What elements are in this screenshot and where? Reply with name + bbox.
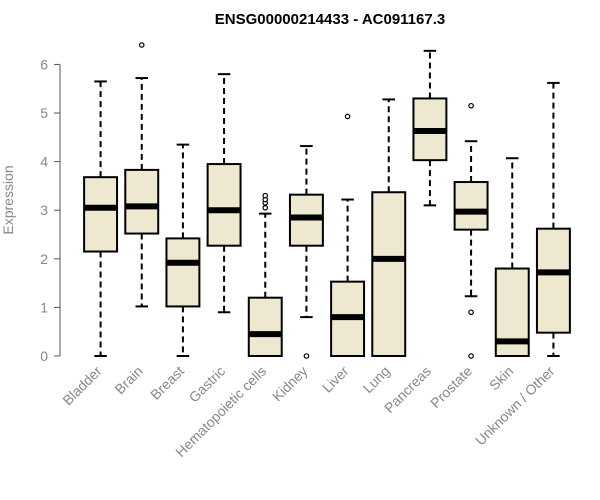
y-tick-label-6: 6 [40, 56, 48, 72]
iqr-box [535, 227, 571, 334]
y-tick-label-5: 5 [40, 105, 48, 121]
y-axis: 0 1 2 3 4 5 6 [40, 56, 61, 364]
x-label-kidney: Kidney [269, 363, 311, 405]
chart-title: ENSG00000214433 - AC091167.3 [215, 11, 445, 28]
y-tick-label-0: 0 [40, 348, 48, 364]
iqr-box [453, 181, 489, 231]
box-kidney [288, 145, 324, 359]
x-label-liver: Liver [319, 363, 352, 396]
box-lung [371, 98, 407, 357]
box-skin [494, 157, 530, 357]
outlier-point [303, 353, 310, 359]
iqr-box [165, 237, 201, 308]
box-liver [330, 113, 366, 357]
x-label-bladder: Bladder [59, 363, 105, 409]
iqr-box [247, 296, 283, 357]
outlier-point [262, 204, 269, 211]
box-unknown-other [535, 81, 571, 357]
box-pancreas [412, 49, 448, 207]
x-label-prostate: Prostate [427, 363, 475, 411]
boxes-group [83, 42, 571, 359]
y-axis-label: Expression [0, 165, 16, 234]
outlier-point [262, 192, 269, 199]
outlier-point [138, 42, 145, 48]
iqr-box [206, 163, 242, 247]
iqr-box [371, 191, 407, 357]
y-tick-label-1: 1 [40, 299, 48, 315]
y-tick-label-3: 3 [40, 202, 48, 218]
y-tick-label-4: 4 [40, 154, 48, 170]
box-gastric [206, 73, 242, 314]
y-tick-label-2: 2 [40, 251, 48, 267]
x-label-lung: Lung [360, 363, 393, 396]
outlier-point [468, 353, 474, 359]
box-bladder [83, 80, 119, 357]
box-brain [124, 42, 160, 308]
x-label-brain: Brain [111, 363, 145, 397]
outlier-point [468, 309, 474, 316]
x-label-breast: Breast [147, 363, 187, 403]
box-hematopoietic-cells [247, 192, 283, 357]
x-label-skin: Skin [486, 363, 517, 394]
box-prostate [453, 102, 489, 359]
outlier-point [344, 113, 351, 120]
box-breast [165, 143, 201, 357]
iqr-box [124, 168, 160, 235]
iqr-box [83, 176, 119, 253]
outlier-point [468, 102, 474, 109]
